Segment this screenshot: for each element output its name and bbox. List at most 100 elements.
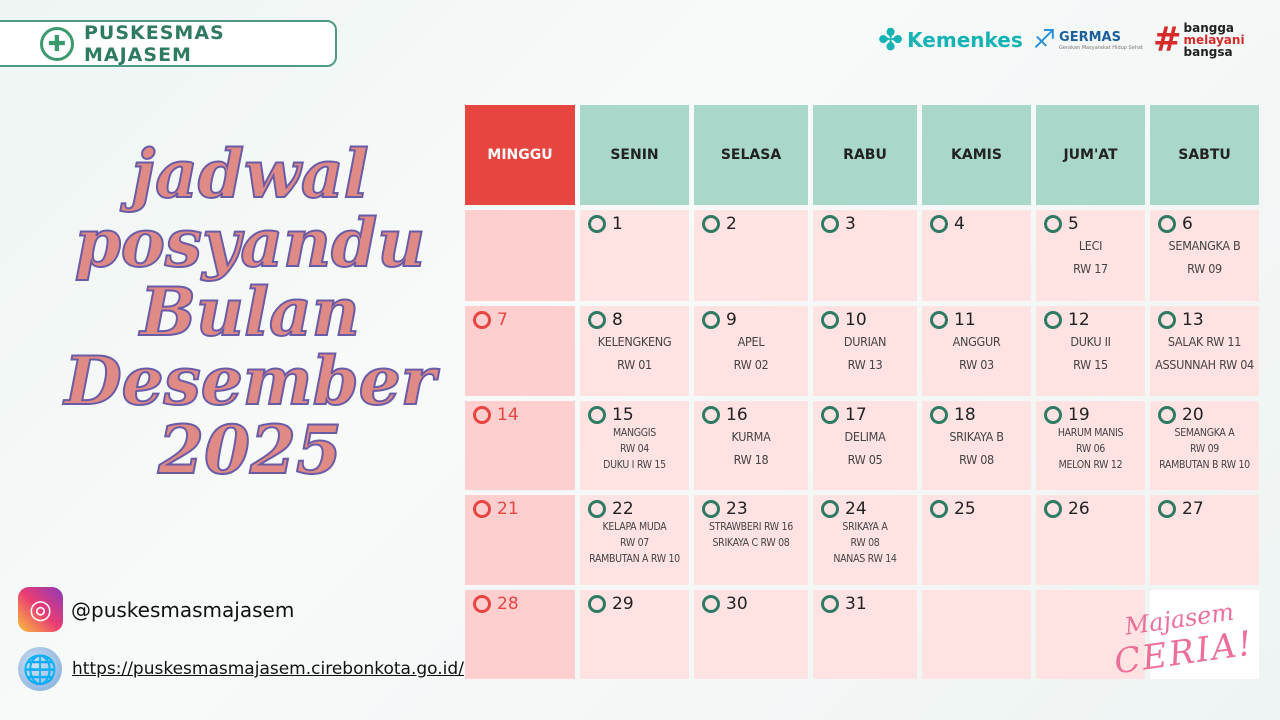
calendar-cell[interactable]: 7 [465, 306, 575, 396]
germas-icon: ♐ [1032, 25, 1057, 55]
day-label: 28 [469, 594, 571, 614]
calendar-cell[interactable]: 28 [465, 590, 575, 679]
day-number: 30 [726, 594, 748, 614]
day-number: 15 [612, 405, 634, 425]
circle-icon [1158, 500, 1176, 518]
calendar-cell[interactable]: 20 SEMANGKA A RW 09 RAMBUTAN B RW 10 [1150, 401, 1259, 490]
medical-cross-icon: ✚ [40, 27, 74, 61]
day-label: 6 [1154, 214, 1255, 234]
circle-icon [821, 215, 839, 233]
schedule-line: LECI [1078, 238, 1103, 253]
calendar-cell[interactable]: 23 STRAWBERI RW 16 SRIKAYA C RW 08 [694, 495, 808, 585]
day-label: 2 [698, 214, 804, 234]
website-link[interactable]: 🌐 https://puskesmasmajasem.cirebonkota.g… [18, 647, 464, 691]
day-number: 1 [612, 214, 623, 234]
calendar-cell[interactable]: 19 HARUM MANIS RW 06 MELON RW 12 [1036, 401, 1145, 490]
circle-icon [930, 215, 948, 233]
calendar-cell[interactable]: 22 KELAPA MUDA RW 07 RAMBUTAN A RW 10 [580, 495, 689, 585]
title-line: jadwal [130, 135, 369, 213]
calendar-cell[interactable]: 14 [465, 401, 575, 490]
day-number: 8 [612, 310, 623, 330]
calendar-cell[interactable]: 13 SALAK RW 11 ASSUNNAH RW 04 [1150, 306, 1259, 396]
circle-icon [588, 595, 606, 613]
title-line: Desember [63, 342, 436, 420]
schedule-lines: DELIMA RW 05 [817, 425, 913, 471]
calendar-cell[interactable]: 16 KURMA RW 18 [694, 401, 808, 490]
circle-icon [588, 215, 606, 233]
calendar-cell[interactable]: 31 [813, 590, 917, 679]
day-number: 31 [845, 594, 867, 614]
circle-icon [821, 406, 839, 424]
calendar-cell[interactable]: 26 [1036, 495, 1145, 585]
calendar-cell[interactable]: 29 [580, 590, 689, 679]
schedule-lines: SEMANGKA A RW 09 RAMBUTAN B RW 10 [1154, 425, 1255, 473]
schedule-line: RW 08 [850, 537, 880, 549]
calendar-cell[interactable]: 17 DELIMA RW 05 [813, 401, 917, 490]
circle-icon [1044, 311, 1062, 329]
schedule-line: RW 15 [1073, 357, 1108, 372]
day-label: 26 [1040, 499, 1141, 519]
calendar-cell[interactable]: 18 SRIKAYA B RW 08 [922, 401, 1031, 490]
schedule-lines: MANGGIS RW 04 DUKU I RW 15 [584, 425, 685, 473]
schedule-line: RW 08 [959, 452, 994, 467]
schedule-lines: STRAWBERI RW 16 SRIKAYA C RW 08 [698, 519, 804, 551]
circle-icon [588, 311, 606, 329]
day-label: 24 [817, 499, 913, 519]
schedule-line: SRIKAYA C RW 08 [712, 537, 790, 549]
circle-icon [1044, 500, 1062, 518]
schedule-line: RW 17 [1073, 261, 1108, 276]
schedule-line: RW 13 [847, 357, 883, 372]
calendar-cell[interactable]: 24 SRIKAYA A RW 08 NANAS RW 14 [813, 495, 917, 585]
calendar-cell[interactable]: 12 DUKU II RW 15 [1036, 306, 1145, 396]
day-number: 3 [845, 214, 856, 234]
schedule-line: DUKU I RW 15 [603, 459, 666, 471]
calendar-cell[interactable]: 25 [922, 495, 1031, 585]
day-number: 19 [1068, 405, 1090, 425]
calendar-cell[interactable]: 30 [694, 590, 808, 679]
circle-icon [821, 500, 839, 518]
schedule-lines: ANGGUR RW 03 [926, 330, 1027, 376]
calendar-cell[interactable]: 11 ANGGUR RW 03 [922, 306, 1031, 396]
circle-icon [1044, 215, 1062, 233]
day-header: SELASA [694, 105, 808, 205]
day-number: 10 [845, 310, 867, 330]
instagram-handle[interactable]: ◎ @puskesmasmajasem [18, 587, 294, 632]
circle-icon [821, 595, 839, 613]
calendar-cell[interactable]: 21 [465, 495, 575, 585]
schedule-line: RW 01 [617, 357, 652, 372]
melayani-text: melayani [1183, 33, 1245, 47]
day-label: 4 [926, 214, 1027, 234]
calendar-cell[interactable]: 3 [813, 210, 917, 301]
calendar-cell[interactable]: 8 KELENGKENG RW 01 [580, 306, 689, 396]
schedule-line: HARUM MANIS [1057, 427, 1124, 439]
germas-subtext: Gerakan Masyarakat Hidup Sehat [1059, 44, 1143, 51]
schedule-line: DELIMA [844, 429, 886, 444]
calendar-cell[interactable]: 5 LECI RW 17 [1036, 210, 1145, 301]
schedule-lines: HARUM MANIS RW 06 MELON RW 12 [1040, 425, 1141, 473]
day-number: 5 [1068, 214, 1079, 234]
calendar-cell[interactable]: 2 [694, 210, 808, 301]
calendar-cell[interactable]: 15 MANGGIS RW 04 DUKU I RW 15 [580, 401, 689, 490]
calendar-cell [1036, 590, 1145, 679]
calendar-cell[interactable]: 1 [580, 210, 689, 301]
day-label: 9 [698, 310, 804, 330]
calendar-cell[interactable]: 27 [1150, 495, 1259, 585]
day-header: RABU [813, 105, 917, 205]
schedule-line: SRIKAYA A [842, 521, 888, 533]
calendar-cell [465, 210, 575, 301]
circle-icon [930, 500, 948, 518]
calendar-cell[interactable]: 9 APEL RW 02 [694, 306, 808, 396]
schedule-lines: APEL RW 02 [698, 330, 804, 376]
bangsa-text: bangsa [1183, 45, 1233, 59]
instagram-icon: ◎ [18, 587, 63, 632]
bangga-text: bangga [1183, 21, 1235, 35]
website-url[interactable]: https://puskesmasmajasem.cirebonkota.go.… [72, 659, 464, 679]
day-header: SABTU [1150, 105, 1259, 205]
schedule-line: RAMBUTAN B RW 10 [1159, 459, 1250, 471]
calendar-cell[interactable]: 10 DURIAN RW 13 [813, 306, 917, 396]
schedule-lines: DUKU II RW 15 [1040, 330, 1141, 376]
schedule-line: RW 02 [733, 357, 769, 372]
calendar-cell[interactable]: 4 [922, 210, 1031, 301]
calendar-cell[interactable]: 6 SEMANGKA B RW 09 [1150, 210, 1259, 301]
day-number: 29 [612, 594, 634, 614]
